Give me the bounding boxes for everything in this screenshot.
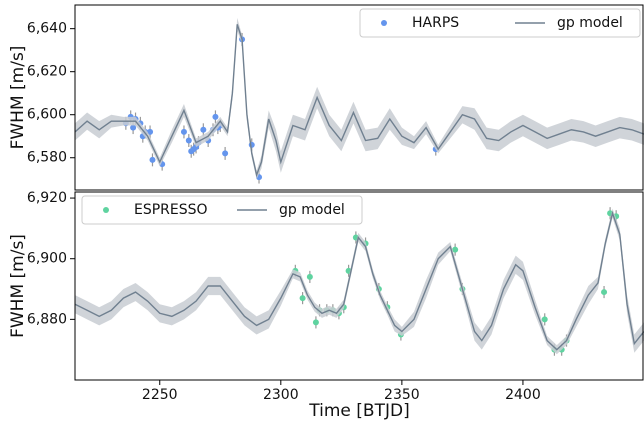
plot-area [75, 207, 644, 356]
gp-band [75, 17, 644, 180]
data-point [306, 273, 313, 280]
data-point [212, 113, 219, 120]
legend-label: HARPS [412, 15, 459, 31]
data-point [312, 319, 319, 326]
data-point [130, 124, 137, 131]
data-point [299, 295, 306, 302]
axes-frame [74, 4, 644, 191]
y-axis-label: FWHM [m/s] [8, 46, 28, 150]
y-tick-label: 6,620 [27, 64, 67, 80]
gp-line [75, 24, 644, 178]
plot-area [75, 17, 644, 184]
data-point [147, 128, 154, 135]
legend-marker [381, 20, 387, 26]
x-tick-label: 2350 [384, 387, 420, 403]
x-tick-label: 2250 [142, 387, 178, 403]
gp-band [75, 208, 644, 355]
legend-box [359, 8, 641, 38]
data-point [149, 156, 156, 163]
data-point [541, 316, 548, 323]
x-tick-label: 2400 [505, 387, 541, 403]
y-axis-label: FWHM [m/s] [8, 234, 28, 338]
data-point [452, 246, 459, 253]
legend-label: gp model [279, 202, 345, 218]
data-point [185, 137, 192, 144]
x-axis-label: Time [BTJD] [308, 401, 409, 421]
data-point [200, 126, 207, 133]
y-tick-label: 6,580 [27, 150, 67, 166]
y-tick-label: 6,600 [27, 107, 67, 123]
x-tick-label: 2300 [263, 387, 299, 403]
legend-box [81, 195, 363, 225]
legend-marker [103, 207, 109, 213]
y-tick-label: 6,640 [27, 21, 67, 37]
legend-label: gp model [557, 15, 623, 31]
data-point [222, 150, 229, 157]
data-point [180, 128, 187, 135]
legend: HARPS gp model [359, 8, 641, 38]
gp-line [75, 210, 644, 351]
data-point [601, 289, 608, 296]
y-tick-label: 6,880 [27, 311, 67, 327]
y-tick-label: 6,900 [27, 251, 67, 267]
legend-label: ESPRESSO [134, 202, 208, 218]
axes-frame [74, 191, 644, 381]
y-tick-label: 6,920 [27, 190, 67, 206]
data-point [248, 141, 255, 148]
legend: ESPRESSO gp model [81, 195, 363, 225]
